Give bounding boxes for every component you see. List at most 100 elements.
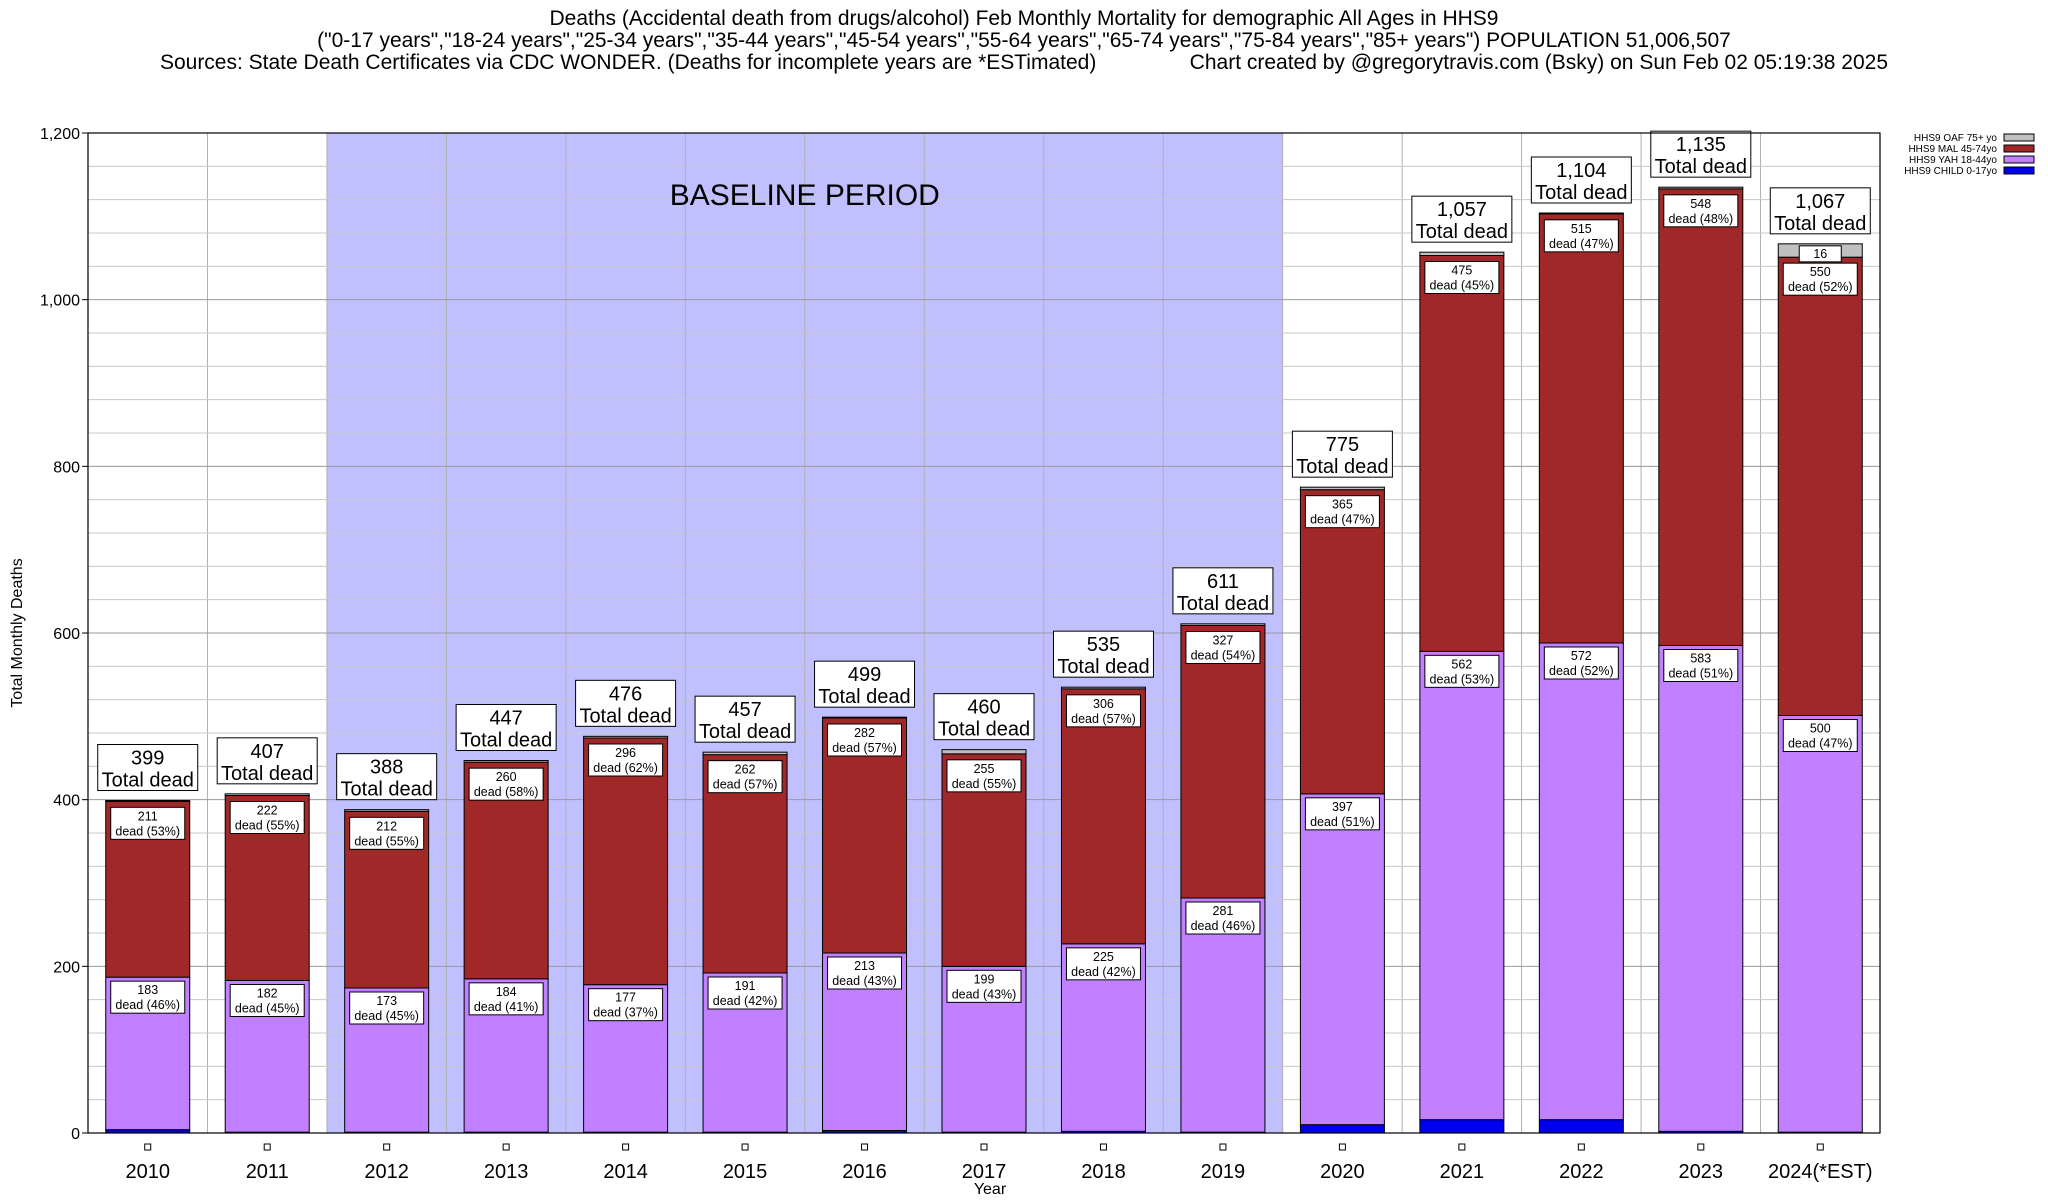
x-tick-label: 2024(*EST) xyxy=(1768,1161,1873,1183)
total-label-value: 1,067 xyxy=(1795,191,1845,213)
x-tick-label: 2011 xyxy=(246,1161,289,1183)
segment-label-yah: 191 xyxy=(735,979,756,993)
segment-label-mal: dead (57%) xyxy=(1071,712,1136,726)
bar-segment-hhs9-mal-45-74yo-2021 xyxy=(1419,255,1505,652)
category-marker xyxy=(861,1143,869,1151)
category-marker xyxy=(1338,1143,1346,1151)
segment-label-mal: dead (47%) xyxy=(1310,513,1375,527)
segment-label-yah: dead (41%) xyxy=(474,1000,539,1014)
legend-label: HHS9 CHILD 0-17yo xyxy=(1904,166,1997,177)
segment-label-mal: 260 xyxy=(496,770,517,784)
segment-label-yah: 177 xyxy=(615,991,636,1005)
segment-label-oaf: 16 xyxy=(1813,247,1827,261)
x-tick-label: 2017 xyxy=(962,1161,1007,1183)
total-label-box xyxy=(1650,130,1752,178)
bar-segment-hhs9-mal-45-74yo-2014 xyxy=(583,737,669,986)
segment-label-yah: dead (43%) xyxy=(952,987,1017,1001)
category-marker xyxy=(980,1143,988,1151)
total-label-box xyxy=(1291,430,1393,478)
segment-label-mal-box xyxy=(588,743,664,777)
x-tick-label: 2023 xyxy=(1679,1161,1724,1183)
total-label-text: Total dead xyxy=(1296,456,1388,478)
segment-label-yah: 397 xyxy=(1332,800,1353,814)
category-marker xyxy=(1219,1143,1227,1151)
segment-label-mal-box xyxy=(707,760,783,794)
x-tick-label: 2013 xyxy=(484,1161,529,1183)
segment-label-yah-box xyxy=(1304,797,1380,831)
bar-segment-hhs9-mal-45-74yo-2024EST xyxy=(1777,256,1863,716)
total-label-text: Total dead xyxy=(699,721,791,743)
segment-label-yah: 183 xyxy=(137,983,158,997)
bar-segment-hhs9-mal-45-74yo-2019 xyxy=(1180,625,1266,899)
x-axis-label: Year xyxy=(974,1181,1007,1198)
bar-segment-hhs9-child-0-17yo-2021 xyxy=(1419,1119,1505,1134)
total-label-text: Total dead xyxy=(1655,156,1747,178)
segment-label-mal: dead (47%) xyxy=(1549,237,1614,251)
x-tick-label: 2019 xyxy=(1201,1161,1246,1183)
bar-segment-hhs9-oaf-75-yo-2022 xyxy=(1538,212,1624,215)
segment-label-mal: 306 xyxy=(1093,697,1114,711)
segment-label-yah: 281 xyxy=(1213,904,1234,918)
segment-label-mal: 550 xyxy=(1810,265,1831,279)
segment-label-mal-box xyxy=(1304,495,1380,529)
segment-label-mal-box xyxy=(946,759,1022,793)
category-marker xyxy=(622,1143,630,1151)
segment-label-yah-box xyxy=(1663,649,1739,682)
total-label-value: 1,135 xyxy=(1676,134,1726,156)
bar-segment-hhs9-oaf-75-yo-2012 xyxy=(344,809,430,812)
segment-label-yah: 213 xyxy=(854,959,875,973)
segment-label-yah: dead (52%) xyxy=(1549,664,1614,678)
x-tick-label: 2016 xyxy=(842,1161,887,1183)
y-tick-label: 200 xyxy=(53,959,80,976)
total-label-box xyxy=(1769,187,1871,235)
category-marker xyxy=(263,1143,271,1151)
segment-label-yah: 500 xyxy=(1810,722,1831,736)
total-label-text: Total dead xyxy=(1177,593,1269,615)
segment-label-mal: 222 xyxy=(257,804,278,818)
bar-segment-hhs9-oaf-75-yo-2020 xyxy=(1299,486,1385,491)
total-label-text: Total dead xyxy=(1416,221,1508,243)
segment-label-mal-box xyxy=(1663,194,1739,228)
total-label-value: 457 xyxy=(728,699,761,721)
segment-label-mal: 475 xyxy=(1451,264,1472,278)
x-tick-label: 2012 xyxy=(364,1161,409,1183)
total-label-text: Total dead xyxy=(938,719,1030,741)
segment-label-mal-box xyxy=(827,723,903,757)
bar-segment-hhs9-yah-18-44yo-2020 xyxy=(1299,793,1385,1126)
segment-label-yah: 225 xyxy=(1093,950,1114,964)
legend-label: HHS9 MAL 45-74yo xyxy=(1908,144,1997,155)
segment-label-mal: dead (53%) xyxy=(115,824,180,838)
total-label-box xyxy=(933,693,1035,741)
segment-label-mal-box xyxy=(1424,261,1500,294)
total-label-text: Total dead xyxy=(1535,182,1627,204)
y-tick-label: 1,000 xyxy=(40,293,80,310)
segment-label-mal: 211 xyxy=(138,809,158,823)
y-axis-label: Total Monthly Deaths xyxy=(9,558,26,707)
total-label-text: Total dead xyxy=(341,779,433,801)
category-marker xyxy=(1099,1143,1107,1151)
segment-label-mal-box xyxy=(1185,631,1261,664)
segment-label-yah-box xyxy=(349,991,425,1025)
category-marker xyxy=(741,1143,749,1151)
segment-label-yah: 199 xyxy=(974,972,995,986)
total-label-text: Total dead xyxy=(221,763,313,785)
y-tick-label: 0 xyxy=(71,1126,80,1143)
y-tick-label: 400 xyxy=(53,793,80,810)
total-label-value: 476 xyxy=(609,683,642,705)
total-label-box xyxy=(216,737,318,785)
category-marker xyxy=(1458,1143,1466,1151)
segment-label-yah: 182 xyxy=(257,987,278,1001)
segment-label-mal: dead (55%) xyxy=(354,834,419,848)
segment-label-mal: dead (57%) xyxy=(832,741,897,755)
title-line-1: Deaths (Accidental death from drugs/alco… xyxy=(549,7,1499,30)
segment-label-mal-box xyxy=(468,767,544,801)
legend-label: HHS9 OAF 75+ yo xyxy=(1914,133,1998,144)
bar-segment-hhs9-oaf-75-yo-2011 xyxy=(224,793,310,796)
total-label-box xyxy=(694,695,796,743)
y-tick-label: 600 xyxy=(53,626,80,643)
x-tick-label: 2020 xyxy=(1320,1161,1365,1183)
total-label-value: 499 xyxy=(848,664,881,686)
total-label-value: 611 xyxy=(1207,571,1239,593)
bar-segment-hhs9-oaf-75-yo-2021 xyxy=(1419,251,1505,257)
bar-segment-hhs9-oaf-75-yo-2014 xyxy=(583,735,669,739)
